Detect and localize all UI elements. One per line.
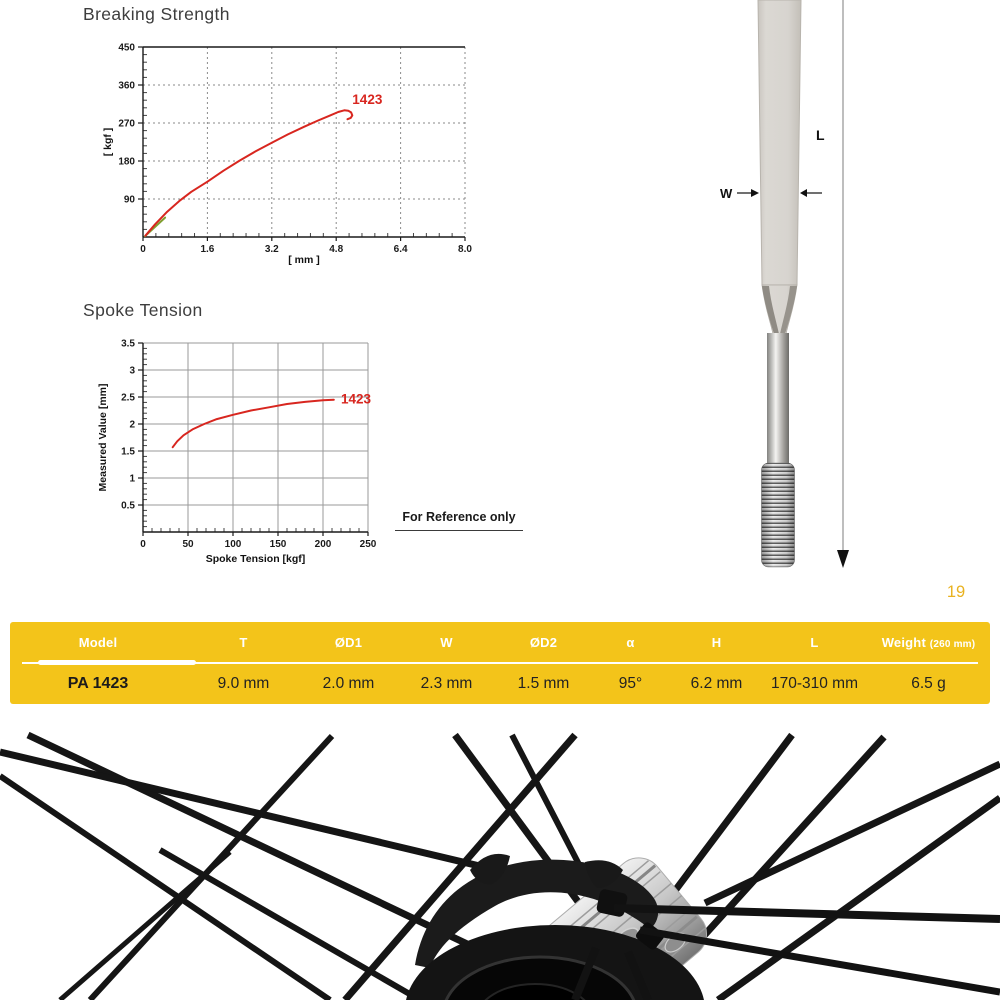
y-tick-label: 2.5 <box>121 393 135 404</box>
spokes-front <box>571 904 1000 1000</box>
y-axis-label: [ kgf ] <box>102 128 114 157</box>
cell-d2: 1.5 mm <box>517 675 570 692</box>
reference-note: For Reference only <box>395 510 523 531</box>
col-header-weight: Weight (260 mm) <box>867 635 990 650</box>
y-tick-label: 180 <box>118 157 135 168</box>
y-tick-label: 90 <box>124 195 136 206</box>
col-header-alpha: α <box>626 634 635 650</box>
y-tick-label: 450 <box>118 43 135 54</box>
cell-model: PA 1423 <box>67 675 129 692</box>
breaking-strength-title: Breaking Strength <box>83 4 230 24</box>
series-annotation: 1423 <box>352 92 383 107</box>
col-header-h: H <box>711 634 722 650</box>
cell-w: 2.3 mm <box>420 675 473 692</box>
spec-table-header-row: Model T ØD1 W ØD2 α H L Weight (260 mm) <box>10 622 990 660</box>
spoke-threads <box>761 462 795 568</box>
x-tick-label: 6.4 <box>394 244 408 255</box>
x-tick-label: 3.2 <box>265 244 279 255</box>
dimension-L: L <box>816 0 849 568</box>
y-tick-label: 3.5 <box>121 339 135 350</box>
col-header-d1: ØD1 <box>334 634 363 650</box>
header-separator <box>22 660 978 665</box>
y-tick-label: 2 <box>129 420 135 431</box>
col-header-w: W <box>440 634 453 650</box>
y-axis-label: Measured Value [mm] <box>97 384 109 492</box>
col-header-t: T <box>239 634 248 650</box>
weight-label-note: (260 mm) <box>929 638 976 650</box>
spec-table-row: PA 1423 9.0 mm 2.0 mm 2.3 mm 1.5 mm 95° … <box>10 664 990 704</box>
col-header-l: L <box>810 634 819 650</box>
x-tick-label: 50 <box>182 539 194 550</box>
x-axis-label: [ mm ] <box>288 254 320 266</box>
x-tick-label: 200 <box>315 539 332 550</box>
y-tick-label: 1.5 <box>121 447 135 458</box>
y-tick-label: 0.5 <box>121 501 135 512</box>
spoke-blade <box>757 0 802 335</box>
x-tick-label: 8.0 <box>458 244 472 255</box>
x-tick-label: 250 <box>360 539 377 550</box>
w-dimension-label: W <box>720 186 733 201</box>
wheel-hub-photo <box>0 710 1000 1000</box>
y-tick-label: 1 <box>129 474 135 485</box>
cell-weight: 6.5 g <box>911 675 946 692</box>
series-annotation: 1423 <box>341 392 372 407</box>
x-tick-label: 100 <box>225 539 242 550</box>
spokes-back <box>0 731 1000 1000</box>
cell-l: 170-310 mm <box>770 675 858 692</box>
dimension-W: W <box>720 186 822 201</box>
series-1423 <box>171 398 335 449</box>
x-tick-label: 150 <box>270 539 287 550</box>
spec-table: Model T ØD1 W ØD2 α H L Weight (260 mm) … <box>10 622 990 704</box>
x-tick-label: 0 <box>140 539 146 550</box>
y-tick-label: 270 <box>118 119 135 130</box>
col-header-d2: ØD2 <box>529 634 558 650</box>
cell-alpha: 95° <box>618 675 643 692</box>
spoke-tension-chart: 0 50 100 150 200 250 0.5 1 1.5 2 2.5 3 3.5 Spoke Tens… <box>97 339 377 566</box>
y-tick-label: 3 <box>129 366 135 377</box>
cell-d1: 2.0 mm <box>322 675 375 692</box>
breaking-strength-chart: 0 1.6 3.2 4.8 6.4 8.0 90 180 270 360 450 [ mm ] [ kg… <box>102 43 472 267</box>
cell-h: 6.2 mm <box>690 675 743 692</box>
spoke-technical-drawing: L W <box>720 0 849 568</box>
weight-label: Weight <box>881 634 926 650</box>
x-tick-label: 4.8 <box>329 244 343 255</box>
x-axis-label: Spoke Tension [kgf] <box>206 553 306 565</box>
x-tick-label: 1.6 <box>200 244 214 255</box>
page-number: 19 <box>946 583 966 601</box>
spoke-tension-title: Spoke Tension <box>83 300 203 320</box>
series-1423 <box>144 109 354 237</box>
x-tick-label: 0 <box>140 244 146 255</box>
model-column-underline <box>38 660 196 665</box>
y-tick-label: 360 <box>118 81 135 92</box>
l-dimension-label: L <box>816 127 825 143</box>
cell-t: 9.0 mm <box>217 675 270 692</box>
spoke-shaft <box>767 333 789 464</box>
col-header-model: Model <box>78 634 118 650</box>
